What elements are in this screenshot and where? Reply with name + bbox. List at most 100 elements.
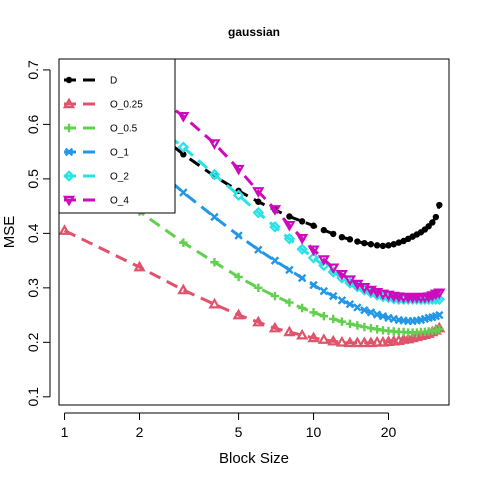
legend-label: O_0.25 <box>110 100 143 111</box>
data-point <box>373 242 381 249</box>
data-point <box>329 314 338 324</box>
series-O_0.5 <box>60 139 444 337</box>
legend-label: O_0.5 <box>110 124 138 135</box>
data-point <box>296 243 308 255</box>
data-point <box>298 218 306 225</box>
data-point <box>319 311 329 321</box>
data-point <box>307 331 320 343</box>
x-tick-label: 1 <box>61 424 69 440</box>
data-point <box>179 238 188 247</box>
data-point <box>310 222 317 229</box>
data-point <box>435 310 444 320</box>
data-point <box>367 241 375 248</box>
data-point <box>320 226 328 234</box>
data-point <box>283 325 296 337</box>
data-point <box>283 233 296 245</box>
series-line <box>119 59 440 299</box>
data-point <box>177 141 190 154</box>
legend-marker <box>64 123 74 133</box>
data-point <box>133 260 146 272</box>
y-tick-label: 0.1 <box>25 387 41 407</box>
data-point <box>270 291 280 301</box>
data-point <box>354 238 361 245</box>
data-point <box>296 234 309 245</box>
data-point <box>180 151 187 158</box>
y-axis: 0.1 0.2 0.3 0.4 0.5 0.6 0.7 <box>25 60 51 407</box>
data-point <box>330 230 337 238</box>
legend-label: O_2 <box>110 172 129 183</box>
data-point <box>210 258 219 267</box>
series-layer <box>59 39 446 348</box>
data-point <box>327 334 340 346</box>
legend-item: O_0.5 <box>64 124 138 135</box>
data-point <box>364 336 378 348</box>
data-point <box>436 201 443 209</box>
x-axis-label: Block Size <box>219 450 289 467</box>
data-point <box>327 266 340 278</box>
y-tick-label: 0.2 <box>25 332 41 352</box>
legend-label: D <box>110 76 117 87</box>
data-point <box>234 231 243 240</box>
data-point <box>232 308 245 320</box>
legend-item: O_2 <box>63 170 129 183</box>
y-tick-label: 0.5 <box>25 169 41 189</box>
data-point <box>372 310 382 319</box>
legend-item: D <box>64 76 117 87</box>
data-point <box>307 245 320 257</box>
data-point <box>335 269 348 281</box>
legend-box <box>58 58 176 214</box>
x-tick-label: 2 <box>136 424 144 440</box>
series-O_1 <box>60 71 444 326</box>
data-point <box>285 265 294 275</box>
data-point <box>319 286 329 296</box>
legend-item: O_1 <box>64 148 129 159</box>
legend-marker <box>63 170 75 182</box>
data-point <box>429 219 436 226</box>
data-point <box>379 242 387 250</box>
data-point <box>327 263 340 275</box>
data-point <box>296 328 309 340</box>
data-point <box>286 213 293 220</box>
data-point <box>270 256 280 265</box>
legend-item: O_0.25 <box>62 97 143 111</box>
legend-marker <box>62 195 76 207</box>
data-point <box>370 335 384 347</box>
data-point <box>360 305 369 315</box>
data-point <box>254 283 263 293</box>
legend-marker <box>62 97 76 109</box>
data-point <box>318 259 330 272</box>
data-point <box>361 239 368 247</box>
data-point <box>309 308 318 317</box>
data-point <box>234 272 243 282</box>
data-point <box>329 291 338 301</box>
x-tick-label: 5 <box>235 424 243 440</box>
data-point <box>177 283 190 295</box>
data-point <box>61 39 67 45</box>
y-tick-label: 0.6 <box>25 114 41 134</box>
data-point <box>252 315 265 327</box>
data-point <box>210 212 219 222</box>
y-tick-label: 0.4 <box>25 223 41 243</box>
legend-item: O_4 <box>62 195 129 207</box>
chart-title: gaussian <box>228 25 280 39</box>
data-point <box>346 236 354 243</box>
data-point <box>232 189 245 201</box>
x-axis: 1 2 5 10 20 <box>61 412 397 440</box>
data-point <box>395 239 402 246</box>
plot-frame <box>58 58 450 406</box>
data-point <box>317 333 330 344</box>
data-point <box>345 299 355 309</box>
data-point <box>385 242 392 249</box>
x-tick-label: 10 <box>306 424 322 440</box>
data-point <box>285 298 294 307</box>
data-point <box>208 139 221 150</box>
data-point <box>378 311 388 321</box>
data-point <box>59 224 71 235</box>
data-point <box>358 336 371 348</box>
x-tick-label: 20 <box>381 424 397 440</box>
data-point <box>179 188 188 197</box>
data-point <box>337 317 347 326</box>
data-point <box>366 308 376 317</box>
legend: D O_0.25 O_0.5 O_1 O_2 O_4 <box>58 58 176 214</box>
data-point <box>283 220 296 232</box>
